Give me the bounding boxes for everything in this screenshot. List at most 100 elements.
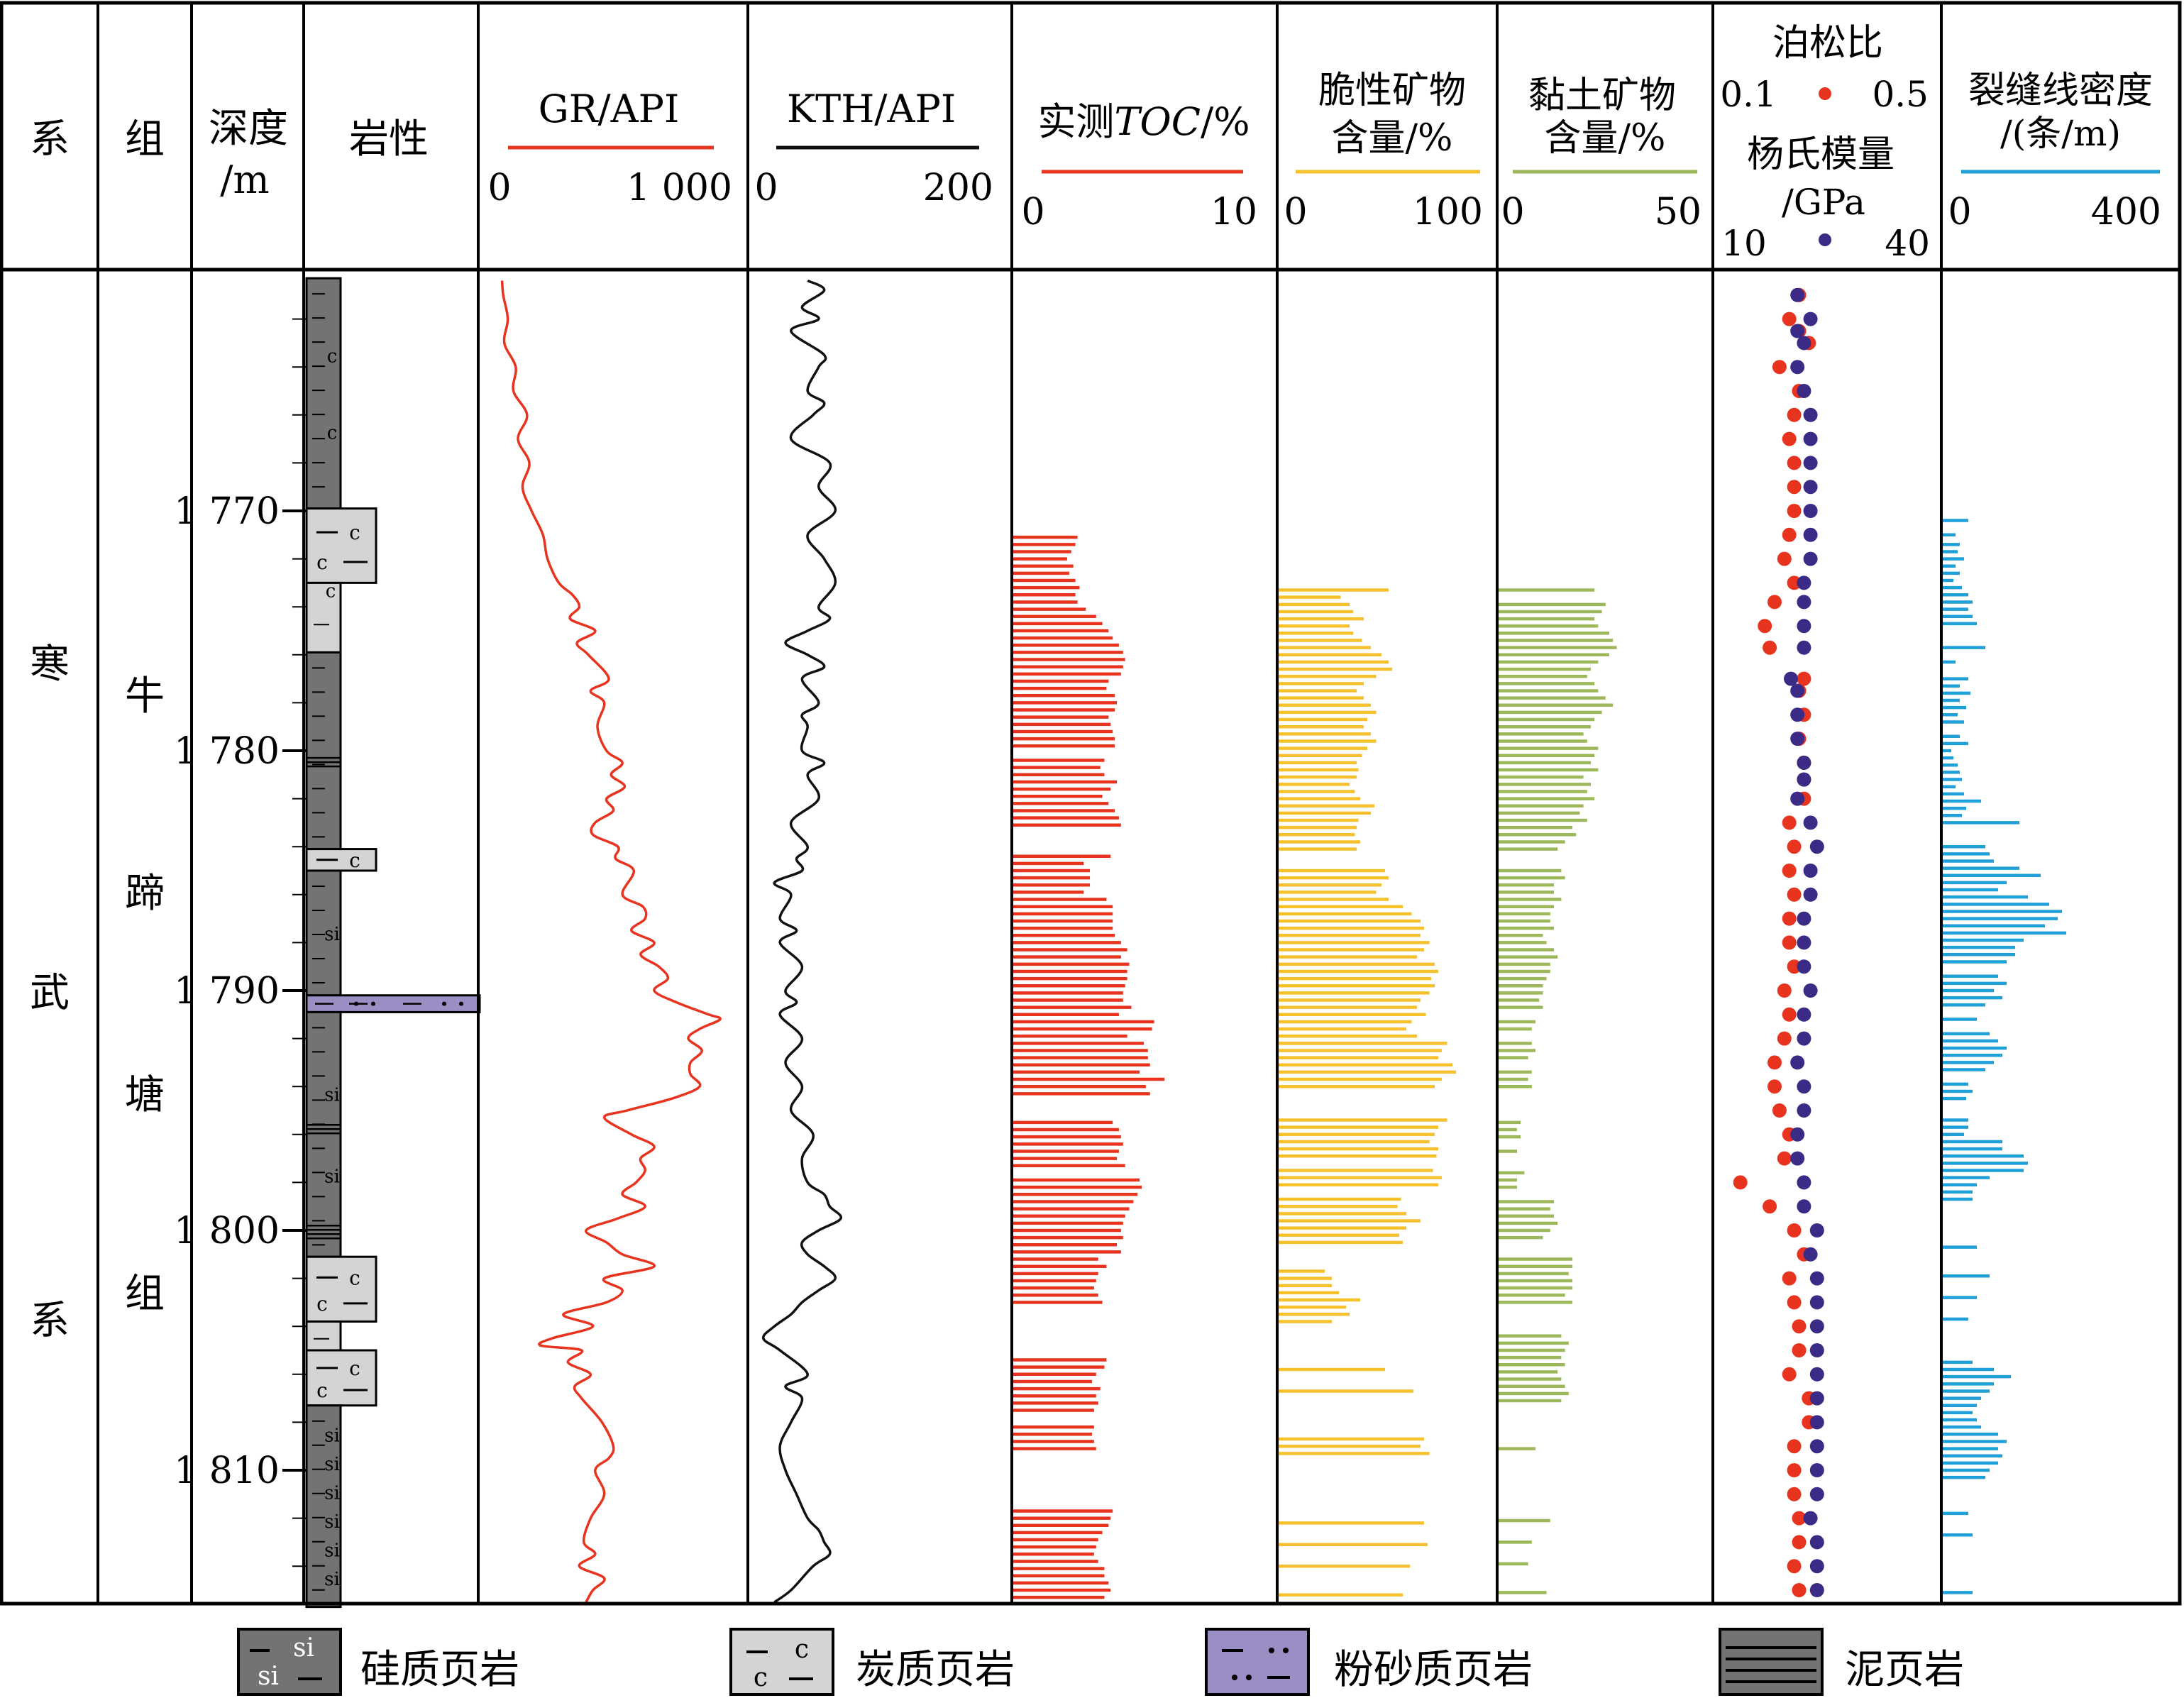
legend-swatch-silty [1205,1628,1310,1696]
formation-char-1: 牛 [125,673,165,720]
poisson-point [1787,407,1802,422]
kth-curve [762,279,842,1604]
young-point [1803,527,1818,542]
young-point [1803,431,1818,446]
header-young-line1: 杨氏模量 [1747,133,1895,176]
svg-text:c: c [316,551,328,574]
svg-text:c: c [349,849,360,872]
depth-tick-label: 1 770 [174,490,280,533]
young-point [1790,1151,1805,1166]
young-point [1803,1511,1818,1526]
lithology-mark: c [327,346,338,367]
young-point [1803,480,1818,495]
young-point [1797,1103,1811,1118]
young-point [1790,707,1805,722]
poisson-point [1787,887,1802,902]
young-point [1809,1535,1824,1550]
young-point [1790,287,1805,302]
young-point [1797,1007,1811,1022]
poisson-point [1787,456,1802,470]
header-poisson-title: 泊松比 [1772,22,1883,65]
young-point [1803,504,1818,518]
poisson-point [1772,1103,1787,1118]
poisson-point [1787,959,1802,974]
poisson-point [1782,1271,1797,1286]
young-point [1784,671,1798,686]
svg-text:c: c [795,1635,809,1664]
young-point [1797,959,1811,974]
young-point [1797,1079,1811,1094]
header-depth-line2: /m [220,158,269,202]
header-toc-max: 10 [1210,191,1257,233]
system-char-3: 系 [30,1298,70,1344]
lithology-interval: c [305,848,377,872]
poisson-point [1792,1583,1807,1597]
young-point [1803,815,1818,830]
lithology-interval: si si [305,1010,342,1258]
poisson-point [1792,1319,1807,1334]
svg-text:c: c [349,521,360,544]
young-point [1797,935,1811,950]
poisson-point [1792,1511,1807,1526]
young-point [1790,360,1805,375]
young-point [1803,864,1818,878]
header-clay-line1: 黏土矿物 [1528,75,1676,117]
header-poisson-min: 0.1 [1720,74,1777,115]
poisson-point [1787,1463,1802,1477]
header-toc-title: 实测TOC/% [1037,99,1250,144]
young-point [1797,1199,1811,1214]
legend-swatch-carbonaceous [729,1628,834,1696]
poisson-point [1787,575,1802,590]
kth-curve-group [762,279,842,1604]
young-point [1797,1175,1811,1190]
poisson-point [1787,504,1802,518]
lithology-interval [305,1320,342,1352]
poisson-point [1787,1487,1802,1501]
header-young-marker [1819,233,1831,246]
svg-text:c: c [754,1663,768,1692]
poisson-point [1763,640,1777,655]
formation-char-2: 蹄 [125,871,165,917]
poisson-point [1767,595,1782,610]
young-point [1803,983,1818,998]
poisson-point [1792,1535,1807,1550]
header-kth-min: 0 [754,167,778,209]
svg-text:c: c [316,1292,328,1316]
young-point [1790,1055,1805,1070]
young-point [1797,619,1811,634]
system-char-2: 武 [30,970,70,1016]
young-point [1809,1415,1824,1430]
header-brittle-line2: 含量/% [1332,117,1453,160]
svg-text:c: c [316,1379,328,1402]
young-point [1790,791,1805,806]
column-headers: 系 组 深度 /m 岩性 GR/API 0 1 000 KTH/API 0 20… [30,22,2161,264]
legend-item-mud: 泥页岩 [1719,1628,1964,1696]
lithology-mark: si [324,1166,340,1187]
poisson-point [1782,911,1797,926]
depth-tick-label: 1 810 [174,1450,280,1492]
header-gr-max: 1 000 [627,167,732,209]
header-clay-max: 50 [1655,191,1702,233]
gr-curve-group [500,280,722,1603]
header-young-min: 10 [1721,223,1767,264]
young-point [1809,1463,1824,1477]
poisson-point [1782,431,1797,446]
young-point [1809,1559,1824,1574]
poisson-point [1792,1343,1807,1357]
header-brittle-min: 0 [1284,191,1307,233]
poisson-point [1782,815,1797,830]
lithology-mark: si [324,1084,340,1106]
header-formation: 组 [125,116,165,162]
poisson-point [1782,312,1797,326]
young-point [1803,1247,1818,1262]
young-point [1790,732,1805,746]
young-point [1809,1439,1824,1454]
header-poisson-max: 0.5 [1872,74,1929,115]
fracture-density-bars [1943,519,2066,1594]
lithology-mark: c [327,422,338,443]
young-point [1809,1487,1824,1501]
poisson-point [1758,619,1772,634]
poisson-point [1763,1199,1777,1214]
poisson-point [1787,480,1802,495]
